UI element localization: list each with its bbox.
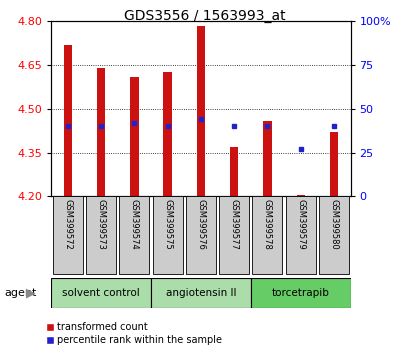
FancyBboxPatch shape	[250, 278, 350, 308]
Bar	[296, 195, 304, 196]
Bar	[130, 77, 138, 196]
FancyBboxPatch shape	[252, 196, 282, 274]
Text: GSM399578: GSM399578	[262, 199, 271, 250]
Text: GSM399579: GSM399579	[295, 199, 304, 250]
FancyBboxPatch shape	[285, 196, 315, 274]
FancyBboxPatch shape	[119, 196, 149, 274]
Text: GSM399576: GSM399576	[196, 199, 205, 250]
Text: GSM399577: GSM399577	[229, 199, 238, 250]
Text: GSM399580: GSM399580	[328, 199, 337, 250]
Text: torcetrapib: torcetrapib	[271, 288, 329, 298]
FancyBboxPatch shape	[86, 196, 116, 274]
Text: ▶: ▶	[26, 286, 36, 299]
Text: GDS3556 / 1563993_at: GDS3556 / 1563993_at	[124, 9, 285, 23]
Bar	[196, 25, 204, 196]
Legend: transformed count, percentile rank within the sample: transformed count, percentile rank withi…	[42, 319, 226, 349]
FancyBboxPatch shape	[51, 278, 151, 308]
FancyBboxPatch shape	[219, 196, 249, 274]
FancyBboxPatch shape	[151, 278, 250, 308]
FancyBboxPatch shape	[53, 196, 83, 274]
FancyBboxPatch shape	[152, 196, 182, 274]
Text: GSM399572: GSM399572	[63, 199, 72, 250]
Bar	[97, 68, 105, 196]
Text: agent: agent	[4, 288, 36, 298]
Text: GSM399573: GSM399573	[97, 199, 106, 250]
Text: GSM399575: GSM399575	[163, 199, 172, 250]
Bar	[263, 121, 271, 196]
Bar	[229, 147, 238, 196]
Bar	[63, 45, 72, 196]
Text: GSM399574: GSM399574	[130, 199, 139, 250]
FancyBboxPatch shape	[318, 196, 348, 274]
FancyBboxPatch shape	[185, 196, 215, 274]
Bar	[163, 72, 171, 196]
Text: angiotensin II: angiotensin II	[165, 288, 236, 298]
Bar	[329, 132, 337, 196]
Text: solvent control: solvent control	[62, 288, 139, 298]
